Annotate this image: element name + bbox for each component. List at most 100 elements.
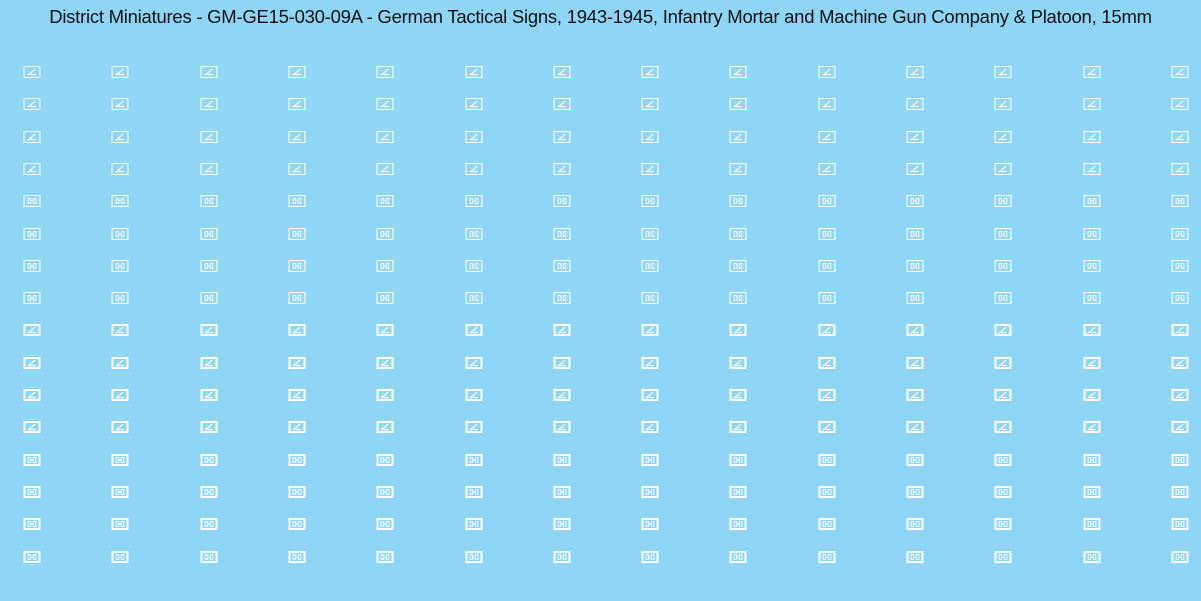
mortar-sign [641,66,659,78]
machine-gun-sign [818,292,836,305]
machine-gun-sign [1171,550,1189,563]
machine-gun-sign [641,485,659,498]
machine-gun-sign [1171,485,1189,498]
mortar-sign [818,421,836,434]
mortar-sign [641,98,659,111]
mortar-sign [376,66,394,78]
machine-gun-sign [906,195,924,208]
machine-gun-sign [376,485,394,498]
mortar-sign [994,98,1012,111]
machine-gun-sign [288,453,306,466]
mortar-sign [818,98,836,111]
mortar-sign [994,162,1012,175]
mortar-sign [729,324,747,337]
machine-gun-sign [906,518,924,531]
mortar-sign [906,66,924,78]
mortar-sign [729,389,747,401]
mortar-sign [906,162,924,175]
mortar-sign [1083,130,1101,143]
machine-gun-sign [1083,195,1101,208]
machine-gun-sign [1171,259,1189,272]
machine-gun-sign [818,485,836,498]
mortar-sign [1171,130,1189,143]
machine-gun-sign [906,292,924,305]
machine-gun-sign [641,227,659,240]
mortar-sign [200,162,218,175]
machine-gun-sign [200,259,218,272]
mortar-sign [1171,162,1189,175]
machine-gun-sign [111,227,129,240]
machine-gun-sign [111,453,129,466]
machine-gun-sign [1083,227,1101,240]
mortar-sign [200,356,218,369]
mortar-sign [818,66,836,78]
mortar-sign [1083,356,1101,369]
mortar-sign [200,98,218,111]
machine-gun-sign [376,259,394,272]
machine-gun-sign [288,518,306,531]
machine-gun-sign [288,550,306,563]
machine-gun-sign [376,453,394,466]
machine-gun-sign [729,195,747,208]
machine-gun-sign [818,259,836,272]
machine-gun-sign [23,195,41,208]
machine-gun-sign [288,292,306,305]
machine-gun-sign [553,518,571,531]
mortar-sign [465,389,482,401]
machine-gun-sign [200,485,218,498]
mortar-sign [906,324,924,337]
mortar-sign [376,324,394,337]
mortar-sign [1083,389,1101,401]
mortar-sign [200,389,218,401]
mortar-sign [23,98,41,111]
machine-gun-sign [1083,259,1101,272]
machine-gun-sign [288,259,306,272]
mortar-sign [111,66,129,78]
mortar-sign [818,324,836,337]
machine-gun-sign [641,292,659,305]
machine-gun-sign [818,195,836,208]
machine-gun-sign [200,227,218,240]
machine-gun-sign [906,550,924,563]
machine-gun-sign [376,292,394,305]
machine-gun-sign [553,259,571,272]
mortar-sign [23,130,41,143]
mortar-sign [818,130,836,143]
mortar-sign [641,421,659,434]
mortar-sign [994,66,1012,78]
mortar-sign [906,98,924,111]
mortar-sign [111,162,129,175]
machine-gun-sign [994,550,1012,563]
mortar-sign [111,98,129,111]
machine-gun-sign [1083,453,1101,466]
machine-gun-sign [729,259,747,272]
mortar-sign [1171,66,1189,78]
machine-gun-sign [23,453,41,466]
mortar-sign [23,66,41,78]
mortar-sign [23,324,41,337]
machine-gun-sign [1171,518,1189,531]
mortar-sign [906,356,924,369]
machine-gun-sign [111,259,129,272]
machine-gun-sign [200,195,218,208]
mortar-sign [994,389,1012,401]
machine-gun-sign [641,550,659,563]
mortar-sign [553,389,571,401]
mortar-sign [641,324,659,337]
machine-gun-sign [729,227,747,240]
mortar-sign [200,421,218,434]
machine-gun-sign [906,485,924,498]
mortar-sign [994,324,1012,337]
mortar-sign [1083,162,1101,175]
mortar-sign [553,421,571,434]
machine-gun-sign [1171,227,1189,240]
mortar-sign [641,389,659,401]
machine-gun-sign [1171,195,1189,208]
machine-gun-sign [465,259,482,272]
mortar-sign [553,66,571,78]
machine-gun-sign [1171,292,1189,305]
machine-gun-sign [906,227,924,240]
mortar-sign [376,389,394,401]
mortar-sign [906,421,924,434]
